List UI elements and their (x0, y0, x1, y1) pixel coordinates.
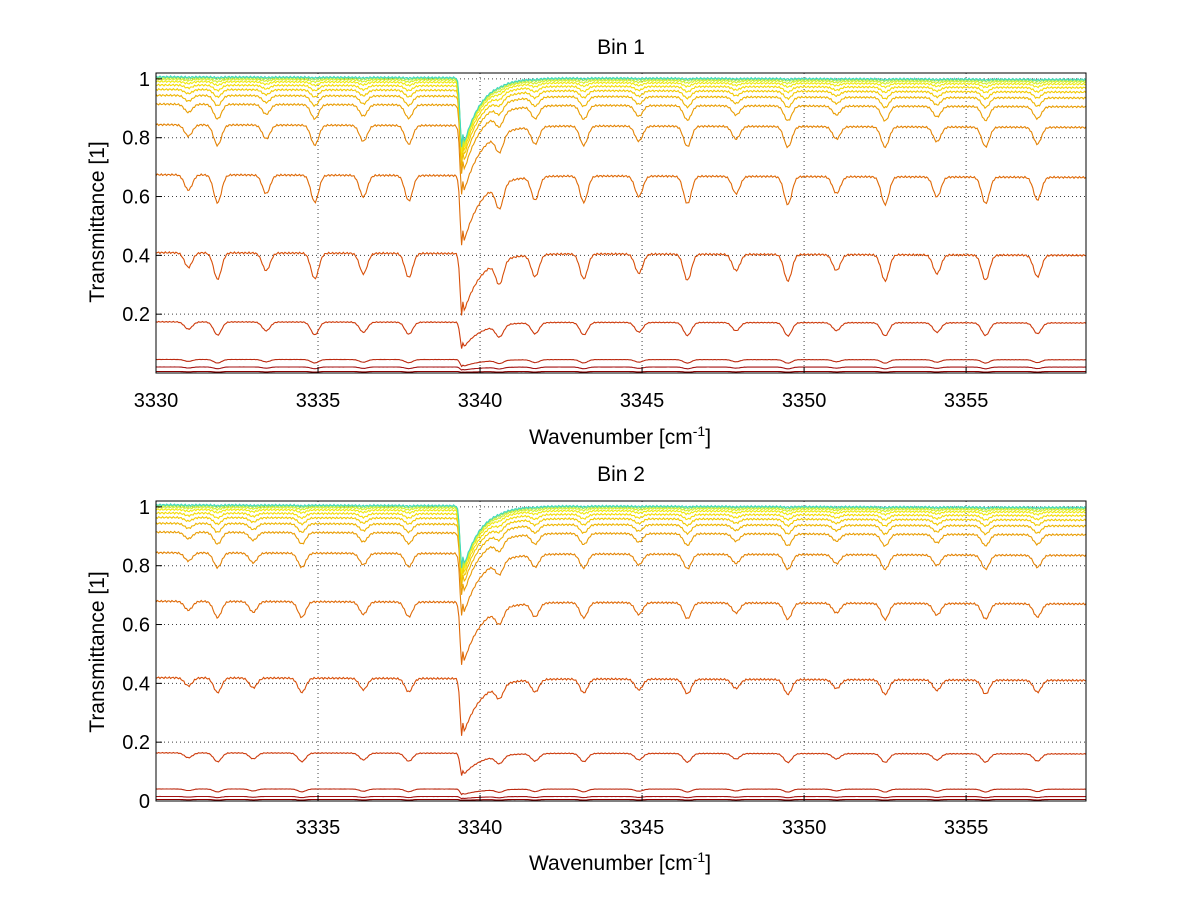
x-axis-label: Wavenumber [cm-1] (529, 423, 711, 449)
series-line (155, 530, 1087, 595)
x-axis-label: Wavenumber [cm-1] (529, 849, 711, 875)
series-line (155, 358, 1087, 368)
y-tick-label: 0.6 (122, 615, 150, 637)
series-line (155, 75, 1087, 147)
series-line (156, 798, 1086, 801)
series-line (155, 79, 1087, 153)
chart-panel-bin-2: Bin 2 3335 3340 3345 3350 3355 0 0.2 0.4 0.6 0.8… (86, 463, 1087, 875)
y-axis-label: Transmittance [1] (86, 141, 109, 302)
chart-title: Bin 2 (597, 463, 645, 486)
x-tick-label: 3340 (458, 390, 503, 412)
y-tick-labels: 0 0.2 0.4 0.6 0.8 1 (122, 497, 162, 813)
x-tick-label: 3355 (944, 817, 989, 839)
series-line (155, 87, 1087, 161)
y-tick-label: 0 (139, 791, 150, 813)
x-tick-label: 3350 (782, 817, 827, 839)
series-line (155, 521, 1087, 587)
y-tick-label: 0.8 (122, 556, 150, 578)
series-line (155, 599, 1087, 665)
series-line (155, 515, 1087, 582)
x-tick-label: 3340 (458, 817, 503, 839)
x-tick-label: 3345 (620, 817, 665, 839)
plot-frame (155, 500, 1087, 802)
series-line (155, 366, 1086, 371)
chart-panel-bin-1: Bin 1 3330 3335 3340 3345 3350 3355 0.2 0.4 0.6… (86, 36, 1087, 449)
y-tick-label: 0.2 (122, 304, 150, 326)
series-line (156, 370, 1086, 373)
series-line (155, 102, 1087, 174)
x-tick-label: 3335 (296, 817, 341, 839)
y-axis-label: Transmittance [1] (86, 571, 109, 732)
y-tick-label: 0.2 (122, 732, 150, 754)
series-line (156, 795, 1086, 800)
y-tick-label: 1 (139, 69, 150, 91)
chart-title: Bin 1 (597, 36, 645, 59)
series-line (155, 320, 1087, 349)
y-tick-label: 1 (139, 497, 150, 519)
x-tick-label: 3345 (620, 390, 665, 412)
x-tick-label: 3350 (782, 390, 827, 412)
series-line (155, 505, 1087, 571)
y-tick-label: 0.6 (122, 187, 150, 209)
series-line (155, 676, 1087, 736)
series-line (155, 123, 1087, 195)
x-tick-label: 3355 (944, 390, 989, 412)
series-line (155, 77, 1087, 150)
x-tick-label: 3330 (134, 390, 179, 412)
series-line (155, 93, 1087, 166)
y-tick-label: 0.4 (122, 673, 150, 695)
series-line (155, 507, 1087, 574)
series-lines (155, 75, 1087, 373)
series-line (155, 503, 1087, 568)
series-line (155, 83, 1087, 157)
series-line (155, 788, 1087, 796)
series-line (155, 551, 1087, 616)
series-lines (155, 503, 1087, 801)
series-line (155, 172, 1087, 246)
x-tick-labels: 3330 3335 3340 3345 3350 3355 (134, 367, 989, 412)
series-line (155, 751, 1087, 776)
series-line (155, 250, 1087, 316)
y-tick-label: 0.4 (122, 245, 150, 267)
x-tick-labels: 3335 3340 3345 3350 3355 (296, 795, 989, 839)
series-line (155, 511, 1087, 578)
y-tick-labels: 0.2 0.4 0.6 0.8 1 (122, 69, 162, 326)
x-tick-label: 3335 (296, 390, 341, 412)
plot-frame (155, 72, 1087, 374)
y-tick-label: 0.8 (122, 128, 150, 150)
